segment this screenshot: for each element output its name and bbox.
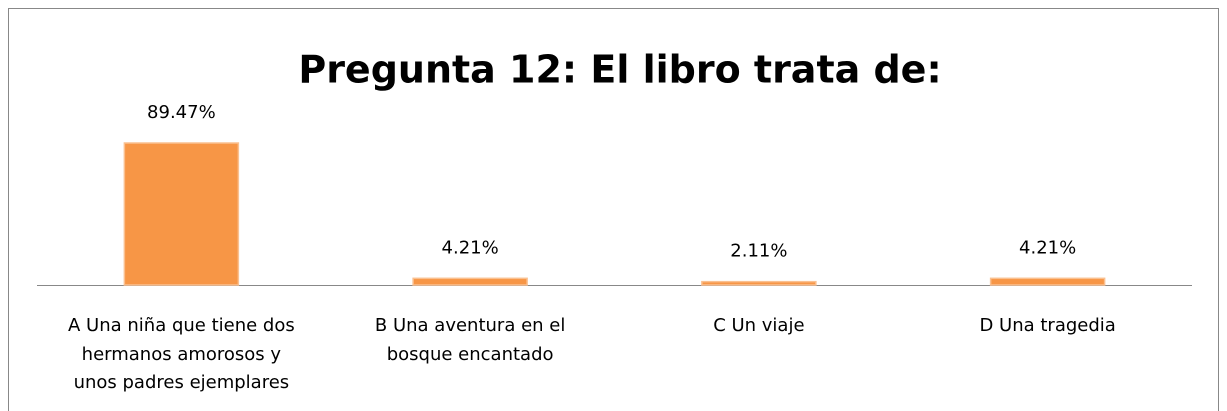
x-tick-label: B Una aventura en el bosque encantado xyxy=(374,315,566,365)
x-tick-label: C Un viaje xyxy=(713,315,805,336)
value-label: 4.21% xyxy=(442,237,499,258)
value-label: 4.21% xyxy=(1019,237,1076,258)
chart-title: Pregunta 12: El libro trata de: xyxy=(298,48,941,92)
x-tick-label: A Una niña que tiene dos hermanos amoros… xyxy=(68,315,295,393)
bar xyxy=(412,277,528,286)
bar xyxy=(701,280,817,286)
bar xyxy=(989,277,1106,286)
value-label: 2.11% xyxy=(730,241,787,262)
bar xyxy=(123,142,240,286)
x-tick-label: D Una tragedia xyxy=(979,315,1116,336)
chart-frame xyxy=(8,8,1219,411)
value-label: 89.47% xyxy=(147,102,216,123)
